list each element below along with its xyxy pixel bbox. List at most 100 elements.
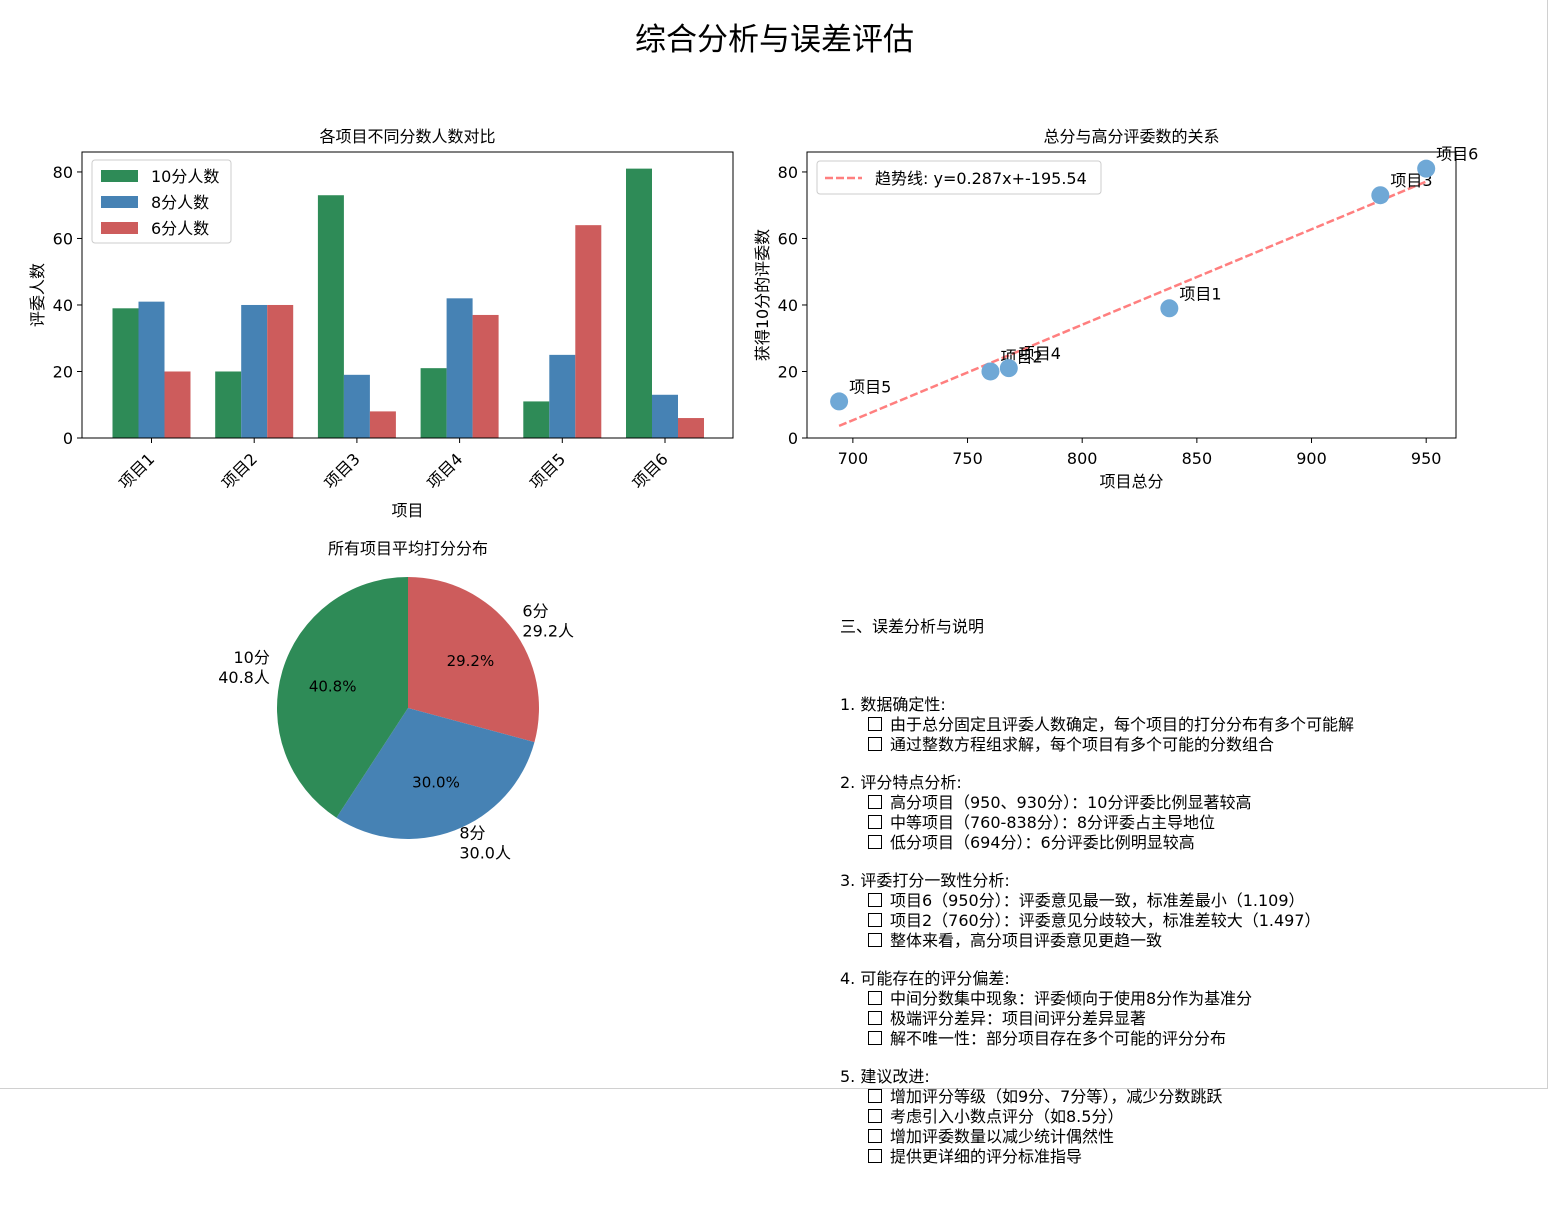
analysis-section: 3. 评委打分一致性分析: 项目6（950分）：评委意见最一致，标准差最小（1.1… — [840, 871, 1354, 951]
checkbox-icon — [868, 933, 882, 947]
analysis-item: 项目6（950分）：评委意见最一致，标准差最小（1.109） — [840, 891, 1354, 911]
x-tick-label: 项目1 — [115, 449, 158, 492]
analysis-section-heading: 2. 评分特点分析: — [840, 773, 962, 792]
analysis-title: 三、误差分析与说明 — [840, 617, 985, 636]
y-tick-label: 0 — [788, 429, 798, 448]
y-tick-label: 40 — [53, 296, 73, 315]
checkbox-icon — [868, 795, 882, 809]
pie-chart-title: 所有项目平均打分分布 — [328, 539, 488, 558]
figure-title: 综合分析与误差评估 — [635, 22, 914, 58]
bar-plot-area — [81, 151, 734, 439]
analysis-section-heading: 3. 评委打分一致性分析: — [840, 871, 1010, 890]
analysis-item: 提供更详细的评分标准指导 — [840, 1147, 1354, 1167]
analysis-section: 4. 可能存在的评分偏差: 中间分数集中现象：评委倾向于使用8分作为基准分 极端评分… — [840, 969, 1354, 1049]
analysis-item: 解不唯一性：部分项目存在多个可能的评分分布 — [840, 1029, 1354, 1049]
analysis-item-text: 项目2（760分）：评委意见分歧较大，标准差较大（1.497） — [890, 911, 1321, 930]
y-tick-label: 0 — [63, 429, 73, 448]
bar-x-axis-label: 项目 — [391, 501, 423, 520]
bar-3-series-3 — [369, 411, 396, 438]
analysis-section-heading: 5. 建议改进: — [840, 1067, 930, 1086]
x-tick-label: 项目6 — [629, 449, 672, 492]
scatter-y-axis-label: 获得10分的评委数 — [753, 229, 772, 361]
figure-frame — [0, 0, 1548, 1089]
pie-outer-label-1: 6分 — [522, 601, 548, 620]
checkbox-icon — [868, 893, 882, 907]
bar-4-series-3 — [472, 314, 499, 438]
y-tick-label: 60 — [53, 229, 73, 248]
legend-swatch-1 — [101, 170, 138, 182]
x-tick-label: 项目5 — [526, 449, 569, 492]
checkbox-icon — [868, 737, 882, 751]
pie-outer-label-2: 8分 — [459, 824, 485, 843]
scatter-point-5 — [830, 392, 849, 411]
pie-outer-label-2: 30.0人 — [459, 844, 511, 863]
analysis-item: 高分项目（950、930分）：10分评委比例显著较高 — [840, 793, 1354, 813]
analysis-section-heading: 4. 可能存在的评分偏差: — [840, 969, 1010, 988]
pie-slice-2 — [336, 708, 535, 840]
analysis-section: 2. 评分特点分析: 高分项目（950、930分）：10分评委比例显著较高 中等项目… — [840, 773, 1354, 853]
scatter-plot-area — [806, 151, 1457, 439]
pie-outer-label-3: 10分 — [234, 648, 270, 667]
bar-1-series-1 — [112, 308, 139, 438]
pie-outer-label-1: 29.2人 — [522, 621, 574, 640]
scatter-point-2 — [981, 362, 1000, 381]
x-tick-label: 700 — [838, 449, 869, 468]
scatter-chart-title: 总分与高分评委数的关系 — [1043, 127, 1219, 146]
scatter-point-6 — [1417, 159, 1436, 178]
analysis-item: 项目2（760分）：评委意见分歧较大，标准差较大（1.497） — [840, 911, 1354, 931]
checkbox-icon — [868, 991, 882, 1005]
x-tick-label: 950 — [1411, 449, 1442, 468]
y-tick-label: 80 — [53, 163, 73, 182]
x-tick-label: 项目4 — [423, 449, 466, 492]
analysis-item-text: 中间分数集中现象：评委倾向于使用8分作为基准分 — [890, 989, 1253, 1008]
bar-6-series-1 — [626, 168, 652, 438]
analysis-item: 由于总分固定且评委人数确定，每个项目的打分分布有多个可能解 — [840, 715, 1354, 735]
point-label-4: 项目4 — [1019, 344, 1061, 363]
analysis-item: 中间分数集中现象：评委倾向于使用8分作为基准分 — [840, 989, 1354, 1009]
scatter-point-4 — [999, 359, 1018, 378]
bar-6-series-2 — [652, 394, 678, 438]
bar-2-series-3 — [267, 304, 294, 438]
analysis-section-heading: 1. 数据确定性: — [840, 695, 946, 714]
analysis-item-text: 增加评分等级（如9分、7分等），减少分数跳跃 — [890, 1087, 1223, 1106]
x-tick-label: 800 — [1067, 449, 1098, 468]
pie-slice-3 — [276, 577, 408, 818]
checkbox-icon — [868, 717, 882, 731]
legend-label-3: 6分人数 — [151, 219, 209, 238]
pie-pct-label-2: 30.0% — [412, 773, 460, 791]
checkbox-icon — [868, 1129, 882, 1143]
point-label-1: 项目1 — [1179, 284, 1221, 303]
y-tick-label: 60 — [778, 229, 798, 248]
scatter-legend — [816, 160, 1102, 195]
checkbox-icon — [868, 1149, 882, 1163]
checkbox-icon — [868, 1089, 882, 1103]
bar-2-series-2 — [241, 304, 268, 438]
analysis-item-text: 提供更详细的评分标准指导 — [890, 1147, 1083, 1166]
bar-3-series-1 — [317, 195, 344, 438]
bar-5-series-3 — [575, 225, 602, 438]
y-tick-label: 80 — [778, 163, 798, 182]
legend-swatch-2 — [101, 196, 138, 208]
analysis-item: 中等项目（760-838分）：8分评委占主导地位 — [840, 813, 1354, 833]
analysis-item: 增加评委数量以减少统计偶然性 — [840, 1127, 1354, 1147]
checkbox-icon — [868, 913, 882, 927]
checkbox-icon — [868, 815, 882, 829]
point-label-5: 项目5 — [849, 377, 891, 396]
bar-2-series-1 — [215, 371, 242, 438]
pie-outer-label-3: 40.8人 — [218, 668, 270, 687]
point-label-6: 项目6 — [1436, 145, 1478, 164]
bar-1-series-2 — [138, 301, 165, 438]
analysis-item-text: 极端评分差异：项目间评分差异显著 — [890, 1009, 1147, 1028]
bar-4-series-2 — [446, 298, 473, 438]
legend-swatch-3 — [101, 222, 138, 234]
bar-4-series-1 — [420, 368, 447, 438]
analysis-section: 1. 数据确定性: 由于总分固定且评委人数确定，每个项目的打分分布有多个可能解 通过… — [840, 695, 1354, 755]
bar-y-axis-label: 评委人数 — [28, 263, 47, 327]
analysis-item-text: 解不唯一性：部分项目存在多个可能的评分分布 — [890, 1029, 1227, 1048]
pie-pct-label-1: 29.2% — [447, 652, 495, 670]
analysis-item-text: 项目6（950分）：评委意见最一致，标准差最小（1.109） — [890, 891, 1305, 910]
x-tick-label: 750 — [952, 449, 983, 468]
